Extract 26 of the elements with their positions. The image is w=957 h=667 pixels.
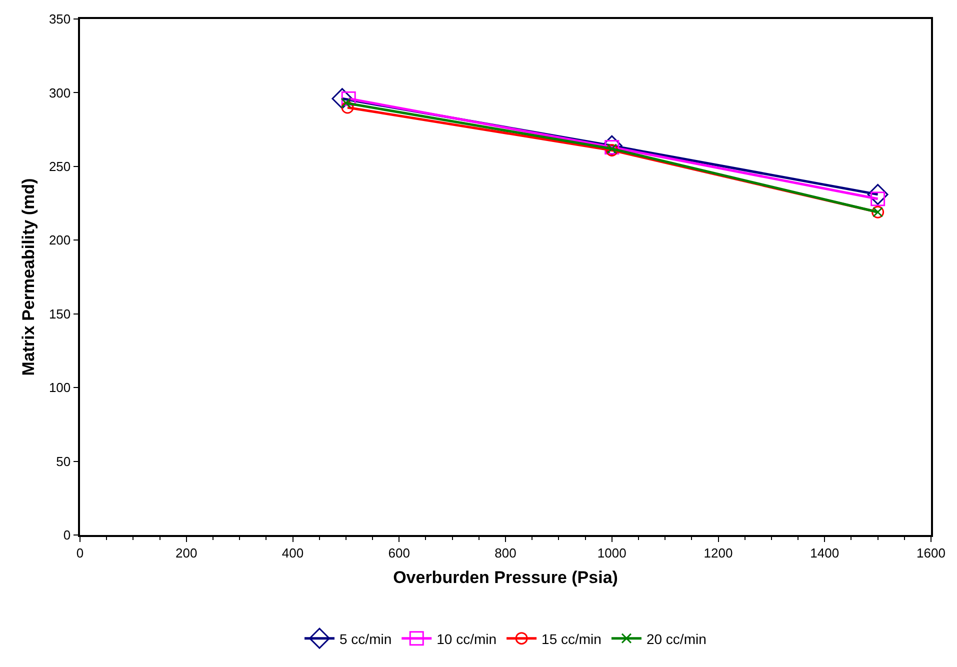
legend-label: 20 cc/min (646, 630, 706, 647)
y-axis-title: Matrix Permeability (md) (18, 178, 38, 376)
x-tick-label: 200 (176, 545, 198, 560)
y-tick-label: 100 (48, 380, 71, 396)
point (867, 184, 888, 205)
y-tick-label: 250 (48, 158, 71, 174)
y-tick-label: 200 (48, 232, 71, 248)
point (341, 101, 354, 114)
x-axis-title: Overburden Pressure (Psia) (393, 568, 618, 588)
x-tick-label: 0 (76, 545, 84, 560)
legend-label: 5 cc/min (340, 630, 392, 647)
x-tick-label: 400 (282, 545, 304, 560)
x-tick-label: 1000 (597, 545, 626, 560)
legend-label: 15 cc/min (542, 630, 602, 647)
y-tick-label: 350 (48, 12, 71, 27)
x-tick-label: 1400 (810, 545, 840, 560)
x-tick-label: 1600 (916, 545, 946, 560)
y-tick-label: 150 (48, 306, 71, 322)
x-tick-label: 800 (494, 545, 516, 560)
legend-label: 10 cc/min (436, 630, 497, 647)
y-tick-label: 0 (63, 528, 71, 543)
x-tick-label: 1200 (704, 545, 733, 560)
y-tick-label: 300 (48, 85, 71, 100)
point (332, 88, 353, 110)
x-tick-label: 600 (388, 545, 410, 560)
y-tick-label: 50 (56, 454, 71, 469)
